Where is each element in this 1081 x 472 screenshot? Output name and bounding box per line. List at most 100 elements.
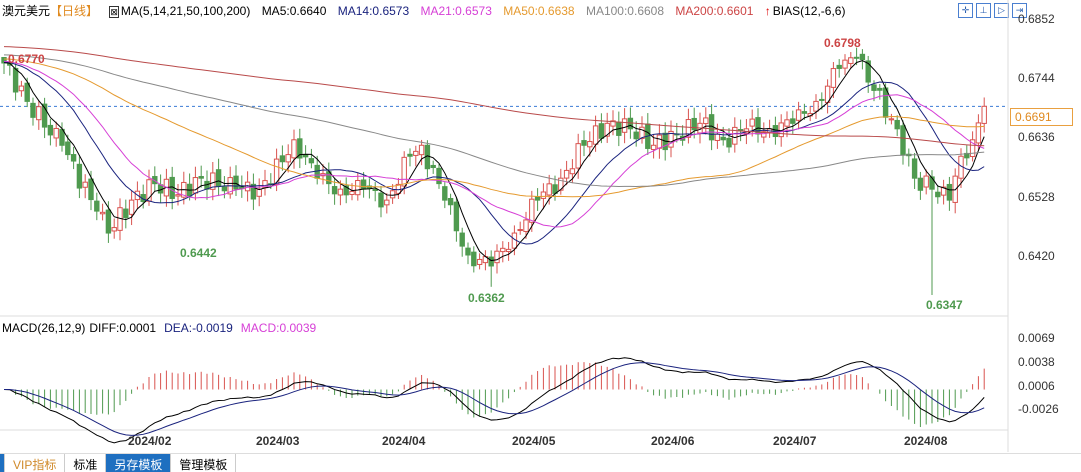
candle-down xyxy=(302,154,309,158)
candle-down xyxy=(442,186,448,201)
candle-down xyxy=(331,186,338,195)
crosshair-icon[interactable]: ✛ xyxy=(958,3,973,18)
price-annotation: 0.6798 xyxy=(824,36,861,50)
candle-down xyxy=(41,103,48,128)
candle-down xyxy=(94,200,100,212)
candle-down xyxy=(598,123,605,139)
ma14-line xyxy=(3,61,985,245)
candle-up xyxy=(639,126,645,139)
candle-up xyxy=(53,127,59,139)
diff-value: DIFF:0.0001 xyxy=(89,321,157,335)
tab-save-template[interactable]: 另存模板 xyxy=(106,454,172,472)
candle-down xyxy=(221,186,228,192)
candle-down xyxy=(882,87,889,118)
candle-up xyxy=(111,227,117,232)
candle-down xyxy=(233,175,239,190)
candle-up xyxy=(969,139,976,158)
x-tick: 2024/04 xyxy=(382,434,426,448)
candle-up xyxy=(563,169,570,179)
diff-line xyxy=(3,357,985,444)
tab-standard[interactable]: 标准 xyxy=(65,454,107,472)
candle-down xyxy=(436,167,442,185)
candle-up xyxy=(604,122,610,137)
tab-marker xyxy=(0,454,5,472)
candle-up xyxy=(285,154,291,163)
candle-up xyxy=(842,59,848,69)
goto-end-icon[interactable]: ⇥ xyxy=(1012,3,1027,18)
candle-down xyxy=(343,185,349,196)
ma50-value: MA50:0.6638 xyxy=(503,4,575,18)
candle-up xyxy=(389,190,396,199)
ma21-value: MA21:0.6573 xyxy=(420,4,492,18)
ma200-line xyxy=(3,46,985,147)
candle-down xyxy=(865,60,871,83)
dea-line xyxy=(3,362,985,436)
candle-down xyxy=(453,201,460,232)
period-label[interactable]: 【日线】 xyxy=(50,4,99,18)
candle-up xyxy=(940,186,947,196)
candle-up xyxy=(128,199,135,215)
candle-down xyxy=(900,125,906,156)
candle-down xyxy=(314,164,320,179)
candle-down xyxy=(430,164,436,169)
candle-up xyxy=(413,150,419,156)
ma5-line xyxy=(3,60,985,262)
candle-down xyxy=(372,189,378,192)
price-tick: 0.6420 xyxy=(1018,249,1055,263)
up-arrow-icon: ↑ xyxy=(764,4,771,18)
candle-up xyxy=(656,134,663,149)
price-tick: 0.6636 xyxy=(1018,130,1055,144)
candle-up xyxy=(99,211,106,215)
price-tick: 0.6744 xyxy=(1018,71,1055,85)
candle-down xyxy=(12,67,19,93)
candle-up xyxy=(569,168,576,175)
ma200-value: MA200:0.6601 xyxy=(675,4,754,18)
candle-down xyxy=(250,183,257,200)
candle-up xyxy=(175,194,181,197)
candle-down xyxy=(308,158,315,164)
macd-tick: -0.0026 xyxy=(1018,402,1059,416)
tab-manage-template[interactable]: 管理模板 xyxy=(171,454,237,472)
candle-down xyxy=(459,232,465,247)
x-tick: 2024/03 xyxy=(256,434,300,448)
ma50-line xyxy=(3,58,985,198)
bias-label[interactable]: BIAS(12,-6,6) xyxy=(772,4,846,18)
price-tick: 0.6852 xyxy=(1018,12,1055,26)
candle-up xyxy=(401,156,407,187)
candle-up xyxy=(384,199,390,206)
candle-up xyxy=(685,119,692,138)
zoom-in-icon[interactable]: ⊥ xyxy=(976,3,991,18)
candle-down xyxy=(70,154,77,162)
candle-up xyxy=(500,247,506,253)
candle-up xyxy=(476,258,483,265)
candle-up xyxy=(981,105,987,124)
macd-tick: 0.0069 xyxy=(1018,331,1055,345)
candle-up xyxy=(505,248,512,253)
candle-up xyxy=(668,130,674,148)
macd-value: MACD:0.0039 xyxy=(240,321,317,335)
candle-up xyxy=(192,177,199,194)
candle-up xyxy=(888,118,895,121)
candle-up xyxy=(587,141,593,148)
candle-up xyxy=(621,118,628,133)
candle-down xyxy=(447,197,454,206)
x-tick: 2024/02 xyxy=(128,434,172,448)
candle-up xyxy=(36,106,42,121)
candle-down xyxy=(819,98,825,101)
candle-up xyxy=(813,100,819,112)
candle-up xyxy=(82,181,88,188)
candle-up xyxy=(349,190,355,195)
candle-down xyxy=(929,176,935,190)
candle-up xyxy=(273,158,280,186)
candle-up xyxy=(355,179,361,196)
candle-up xyxy=(703,117,709,125)
candle-down xyxy=(917,177,924,191)
candle-down xyxy=(198,176,204,179)
candle-down xyxy=(534,196,541,201)
candle-down xyxy=(488,256,494,267)
ma-settings-icon[interactable]: ⊠ xyxy=(109,6,119,18)
tab-vip[interactable]: VIP指标 xyxy=(5,454,66,472)
current-price-badge: 0.6691 xyxy=(1010,108,1073,126)
candle-up xyxy=(923,175,929,188)
